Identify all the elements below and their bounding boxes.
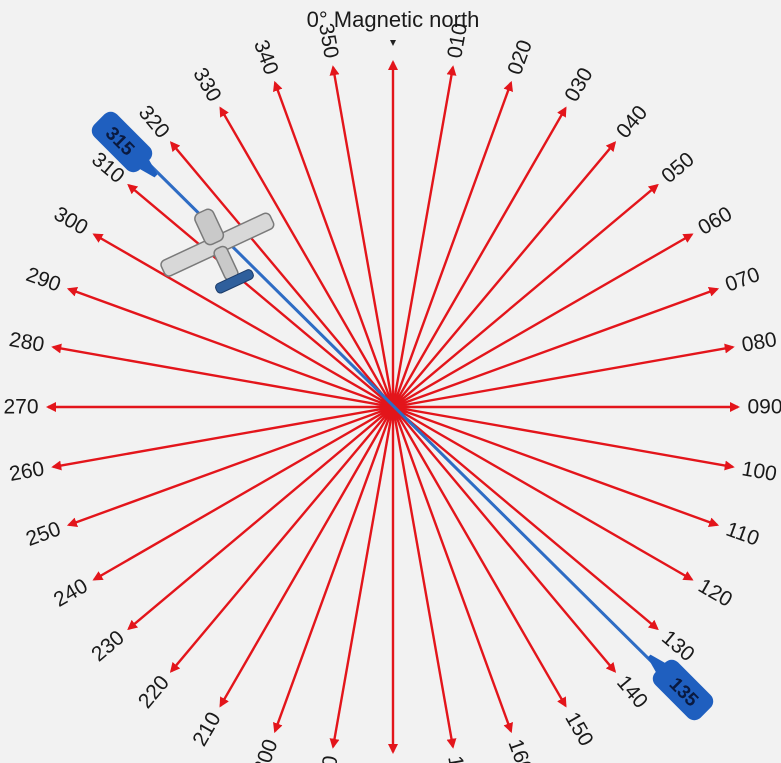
radial-arrow-050 xyxy=(392,183,659,408)
heading-label-270: 270 xyxy=(3,396,38,419)
radial-arrow-200 xyxy=(273,406,395,734)
radial-arrow-210 xyxy=(219,406,395,708)
heading-label-190: 190 xyxy=(314,754,343,763)
radial-arrow-070 xyxy=(392,287,720,409)
heading-label-090: 090 xyxy=(747,396,781,419)
magnetic-north-title: 0° Magnetic north xyxy=(307,7,480,32)
radial-arrow-190 xyxy=(329,406,395,749)
radial-arrow-260 xyxy=(51,405,394,471)
radial-arrow-330 xyxy=(219,106,395,408)
radial-arrow-150 xyxy=(391,406,567,708)
track-line-315-135 xyxy=(146,161,662,672)
radial-arrow-300 xyxy=(92,233,394,409)
radial-arrow-010 xyxy=(391,65,457,408)
airplane-icon xyxy=(160,208,275,294)
radial-arrow-280 xyxy=(51,343,394,409)
radial-arrow-290 xyxy=(66,287,394,409)
heading-label-180: 180 xyxy=(382,761,405,763)
radial-arrow-340 xyxy=(273,80,395,408)
radial-arrow-160 xyxy=(391,406,513,734)
radial-arrow-130 xyxy=(392,406,659,631)
radial-arrow-040 xyxy=(392,141,617,408)
heading-label-170: 170 xyxy=(443,754,472,763)
radial-arrow-120 xyxy=(392,405,694,581)
radial-arrow-080 xyxy=(392,343,735,409)
radial-arrow-100 xyxy=(392,405,735,471)
radial-arrow-170 xyxy=(391,406,457,749)
radial-arrow-110 xyxy=(392,405,720,527)
north-pointer-icon xyxy=(390,40,396,46)
radial-arrow-350 xyxy=(329,65,395,408)
radial-arrow-020 xyxy=(391,80,513,408)
radial-arrow-140 xyxy=(392,406,617,673)
radial-arrow-230 xyxy=(127,406,394,631)
radial-arrow-310 xyxy=(127,183,394,408)
radial-arrow-240 xyxy=(92,405,394,581)
radial-arrows xyxy=(46,60,740,754)
radial-arrow-320 xyxy=(169,141,394,408)
radial-arrow-250 xyxy=(66,405,394,527)
radial-arrow-220 xyxy=(169,406,394,673)
radial-arrow-060 xyxy=(392,233,694,409)
radial-arrow-030 xyxy=(391,106,567,408)
